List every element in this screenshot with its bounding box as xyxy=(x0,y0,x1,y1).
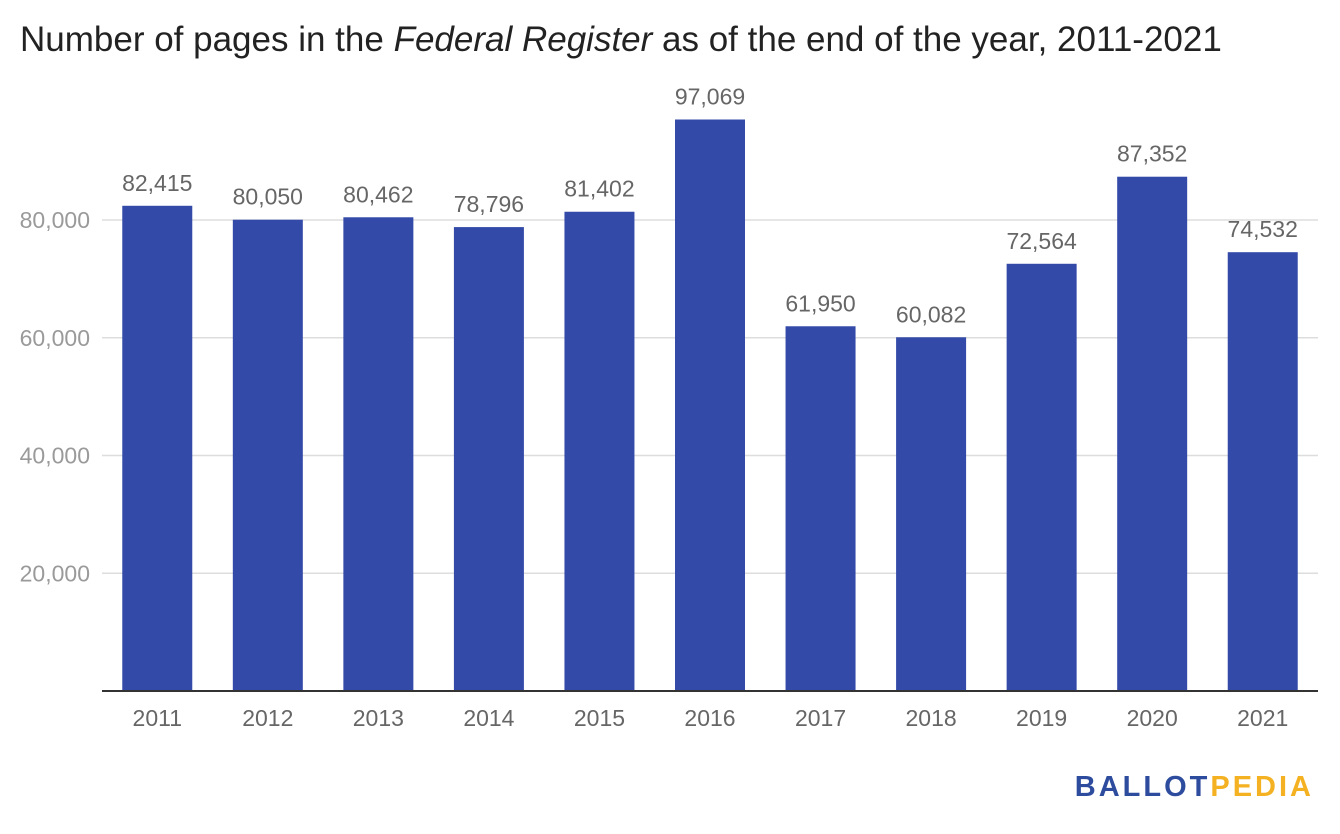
bar-2011 xyxy=(122,205,193,692)
bar-2014 xyxy=(453,227,524,691)
x-tick-label: 2015 xyxy=(574,705,625,731)
y-tick-label: 40,000 xyxy=(20,443,90,469)
value-labels: 82,415 80,050 80,462 78,796 81,402 97,069 61,9… xyxy=(122,84,1298,328)
bar-2012 xyxy=(232,219,303,691)
x-tick-label: 2021 xyxy=(1237,705,1288,731)
chart-title: Number of pages in the Federal Register … xyxy=(20,20,1222,60)
value-label: 80,462 xyxy=(343,181,413,207)
ballotpedia-logo: BALLOTPEDIA xyxy=(1075,771,1314,804)
value-label: 97,069 xyxy=(675,84,745,110)
bars xyxy=(122,119,1298,692)
value-label: 60,082 xyxy=(896,301,966,327)
value-label: 78,796 xyxy=(454,191,524,217)
bar-2021 xyxy=(1227,252,1298,691)
bar-2019 xyxy=(1006,263,1077,691)
y-axis-ticks: 20,000 40,000 60,000 80,000 xyxy=(20,207,90,586)
x-tick-label: 2014 xyxy=(463,705,514,731)
value-label: 80,050 xyxy=(233,184,303,210)
title-suffix: as of the end of the year, 2011-2021 xyxy=(652,20,1222,59)
x-tick-label: 2018 xyxy=(906,705,957,731)
x-tick-label: 2011 xyxy=(133,705,182,731)
bar-2016 xyxy=(675,119,745,691)
x-tick-label: 2013 xyxy=(353,705,404,731)
x-tick-label: 2020 xyxy=(1127,705,1178,731)
value-label: 81,402 xyxy=(564,176,634,202)
x-tick-label: 2019 xyxy=(1016,705,1067,731)
logo-part-ballot: BALLOT xyxy=(1074,771,1211,803)
y-tick-label: 20,000 xyxy=(20,560,90,586)
value-label: 82,415 xyxy=(122,170,192,196)
x-tick-label: 2016 xyxy=(684,705,735,731)
bar-2013 xyxy=(343,217,414,691)
x-tick-label: 2017 xyxy=(795,705,846,731)
logo-part-pedia: PEDIA xyxy=(1210,771,1314,803)
x-axis-ticks: 2011 2012 2013 2014 2015 2016 2017 2018 2019 2020… xyxy=(133,705,1289,731)
value-label: 61,950 xyxy=(785,290,855,316)
y-tick-label: 60,000 xyxy=(20,325,90,351)
x-tick-label: 2012 xyxy=(242,705,293,731)
title-italic: Federal Register xyxy=(393,20,653,59)
bar-2017 xyxy=(785,326,856,691)
bar-2015 xyxy=(564,211,635,691)
value-label: 87,352 xyxy=(1117,141,1187,167)
title-prefix: Number of pages in the xyxy=(20,20,394,59)
y-tick-label: 80,000 xyxy=(20,207,90,233)
value-label: 74,532 xyxy=(1228,216,1298,242)
value-label: 72,564 xyxy=(1006,228,1077,254)
bar-2018 xyxy=(896,337,967,691)
bar-2020 xyxy=(1117,176,1188,692)
